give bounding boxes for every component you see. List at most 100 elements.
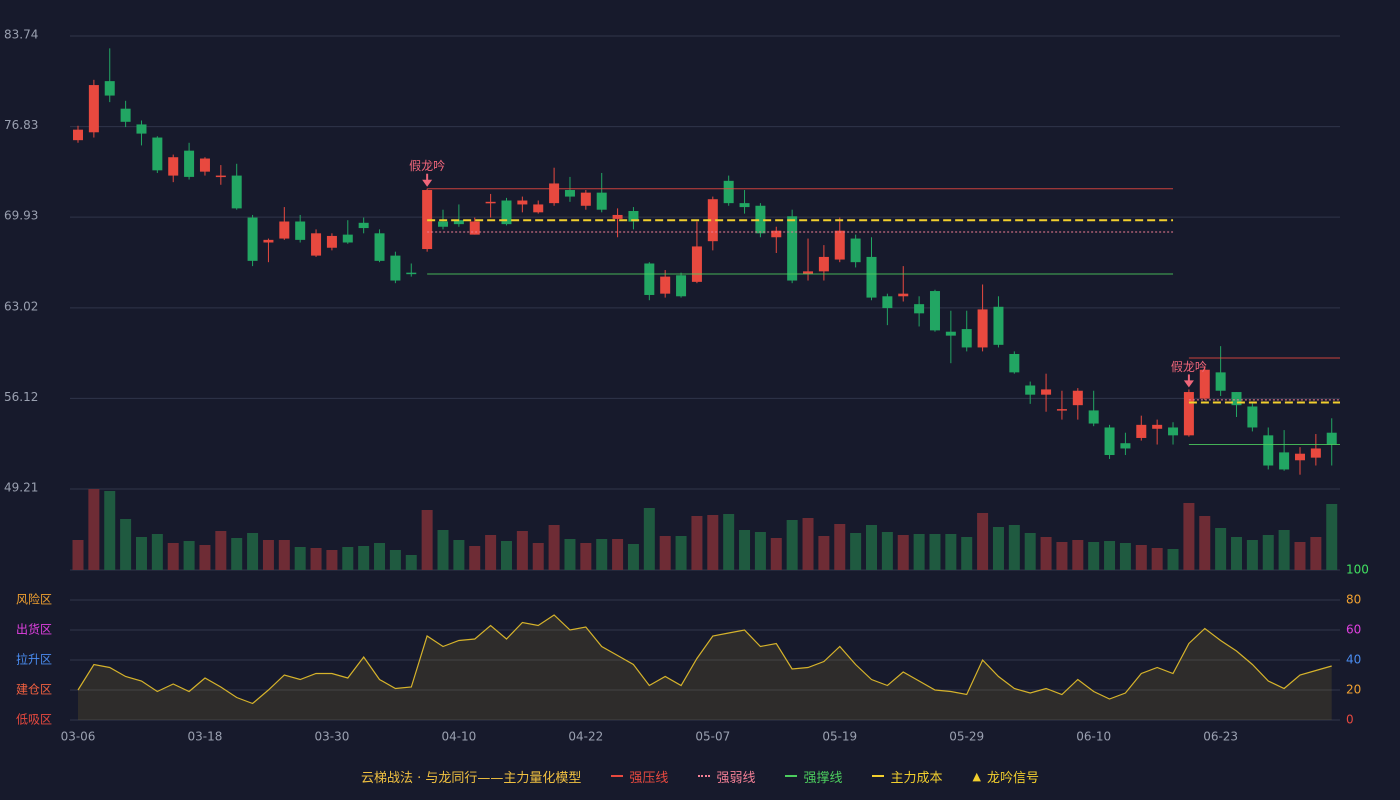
volume-bar [723,514,735,570]
legend-label: 龙吟信号 [986,770,1039,786]
volume-bar [612,539,624,570]
volume-bar [1024,533,1036,570]
candle-body [1279,452,1290,470]
y2-tick-label: 100 [1346,563,1369,577]
candle-body [136,124,147,134]
legend-swatch [872,775,885,777]
candle-body [453,220,464,225]
candle-body [1025,385,1036,395]
candle-body [104,81,115,96]
legend-item: ▲ 龙吟信号 [972,767,1038,786]
candle-body [279,221,290,239]
candle-body [73,129,83,141]
volume-bar [802,518,814,570]
legend-swatch [698,775,711,777]
legend-title: 云梯战法 · 与龙同行——主力量化模型 [361,770,582,786]
zone-label: 风险区 [16,592,52,607]
volume-bar [627,544,639,570]
volume-bar [1135,545,1147,570]
candle-body [168,157,179,176]
zone-label: 拉升区 [16,652,52,667]
x-tick-label: 04-22 [568,730,603,744]
candle-body [644,263,655,295]
volume-bar [437,530,449,570]
x-tick-label: 03-18 [188,730,223,744]
volume-bar [866,525,877,570]
volume-bar [469,546,481,570]
candle-body [771,230,782,238]
candle-body [1056,409,1067,411]
volume-bar [421,510,433,570]
candle-body [485,201,496,204]
volume-bar [1278,530,1290,570]
volume-bar [358,546,370,570]
candle-body [295,221,306,240]
candle-body [977,309,988,348]
volume-bar [199,545,211,570]
zone-label: 出货区 [16,622,52,637]
volume-bar [643,508,655,570]
volume-bar [1199,516,1211,570]
candle-body [1199,369,1210,399]
legend-label: 强撑线 [803,770,843,786]
candle-body [1152,424,1163,429]
volume-bar [1262,535,1274,570]
signal-label: 假龙吟 [1171,359,1207,374]
indicator-area [78,615,1332,720]
zone-label: 建仓区 [16,683,52,697]
volume-bar [770,538,782,570]
volume-bar [1310,537,1322,570]
volume-bar [881,532,893,570]
chart: 49.21 56.12 63.02 69.93 76.83 83.74 0 20 40 60 80 1… [4,28,1369,744]
volume-bar [580,543,592,570]
volume-bar [548,525,560,570]
candle-body [929,291,940,331]
candle-body [1294,453,1305,461]
candle-body [358,222,369,229]
legend-item: 强撑线 [785,767,842,786]
candle-body [1215,372,1226,391]
legend-swatch [611,775,624,777]
volume-bar [564,539,576,570]
candle-body [914,304,925,314]
volume-bar [1231,537,1243,570]
volume-bar [120,519,132,570]
candle-body [1088,410,1099,424]
volume-bar [818,536,830,570]
volume-bar [977,513,989,570]
volume-bar [278,540,290,570]
x-tick-label: 06-23 [1203,730,1238,744]
candle-body [898,293,909,297]
volume-bar [659,536,671,570]
legend-label: 强压线 [629,770,669,786]
candle-body [1247,406,1258,428]
volume-bar [834,524,846,570]
volume-bar [1151,548,1163,570]
candle-body [1136,424,1147,438]
candle-body [88,85,99,133]
volume-bar [516,531,528,570]
volume-bar [453,540,465,570]
legend-label: 主力成本 [890,770,943,786]
candle-body [231,175,242,209]
volume-bar [1326,504,1338,570]
candle-body [580,192,591,206]
candle-body [199,158,210,172]
candle-body [691,246,702,282]
candle-body [739,203,750,208]
volume-bar [1294,542,1306,570]
candle-body [1326,432,1337,445]
candle-body [803,271,814,274]
volume-bar [786,520,798,570]
candle-body [152,137,163,171]
y-tick-label: 76.83 [4,118,38,132]
volume-bar [1072,540,1084,570]
x-tick-label: 06-10 [1076,730,1111,744]
volume-bar [326,550,338,570]
candle-body [326,235,337,248]
volume-bar [754,532,766,570]
candle-body [1263,435,1274,466]
volume-bar [675,536,687,570]
volume-bar [992,527,1004,570]
volume-bar [691,516,703,570]
